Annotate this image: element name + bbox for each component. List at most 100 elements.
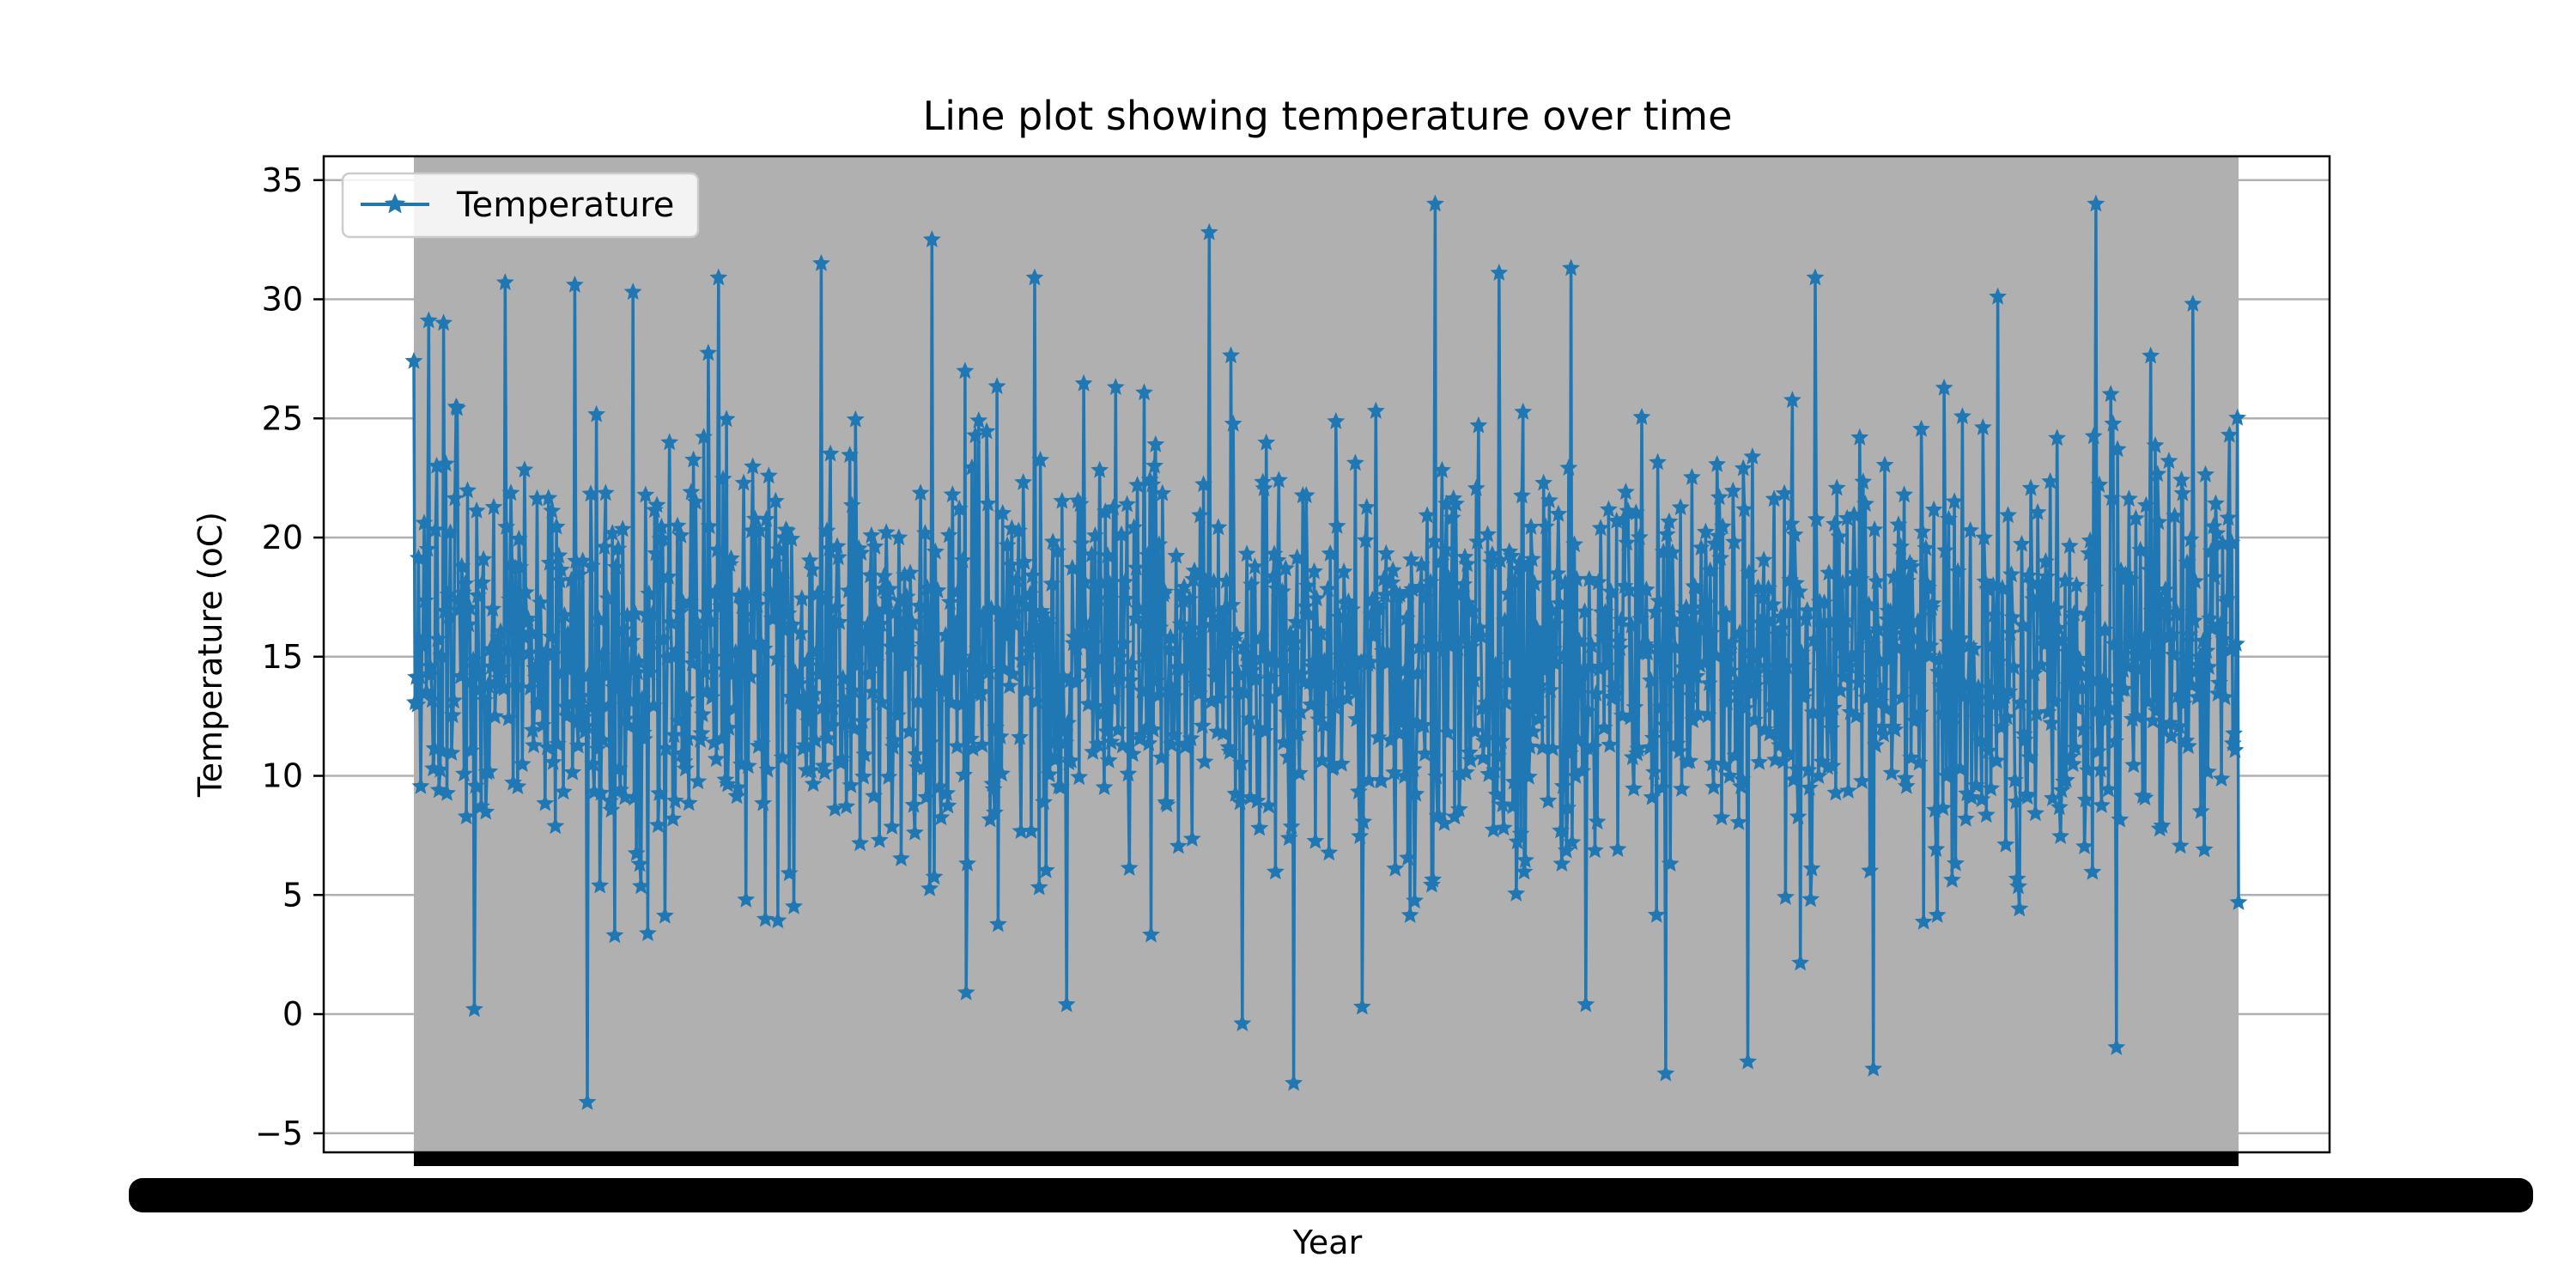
data-point [1725, 532, 1744, 550]
data-point [1088, 734, 1107, 752]
data-point [839, 581, 858, 598]
data-point [918, 579, 937, 596]
data-point [1753, 588, 1772, 606]
data-point [1924, 500, 1943, 518]
data-point [1081, 613, 1100, 631]
data-point [1844, 505, 1863, 523]
data-point [756, 909, 775, 927]
data-point [1470, 618, 1489, 636]
data-point [1687, 666, 1706, 684]
data-point [1404, 760, 1423, 777]
data-point [653, 529, 672, 547]
data-point [1522, 517, 1540, 535]
data-point [2218, 589, 2237, 607]
data-point [647, 495, 666, 513]
data-point [1514, 402, 1533, 420]
data-point [605, 926, 624, 944]
data-point [1246, 557, 1264, 574]
data-point [1843, 647, 1861, 665]
data-point [1581, 657, 1600, 675]
data-point [1656, 1064, 1675, 1082]
data-point [1021, 585, 1040, 602]
data-point [2135, 630, 2154, 648]
data-point [1071, 495, 1090, 513]
data-point [1577, 994, 1595, 1012]
data-point [1516, 851, 1534, 868]
data-point [1783, 391, 1801, 408]
data-point [1764, 595, 1783, 613]
data-point [1213, 724, 1232, 741]
data-point [1345, 678, 1364, 696]
data-point [1934, 799, 1953, 817]
data-point [1686, 578, 1704, 596]
data-point [1873, 717, 1892, 735]
data-point [1393, 700, 1412, 718]
data-point [1216, 598, 1235, 617]
data-point [1492, 732, 1510, 750]
data-point [1928, 905, 1947, 923]
data-point [1372, 771, 1391, 789]
data-point [702, 611, 720, 629]
data-point [1789, 807, 1807, 825]
data-point [1881, 602, 1900, 620]
data-point [901, 563, 920, 581]
data-point [1305, 562, 1323, 580]
data-point [853, 712, 872, 729]
data-point [1171, 615, 1190, 633]
data-point [1524, 722, 1543, 740]
data-point [886, 603, 905, 621]
data-point [1589, 573, 1607, 591]
data-point [1711, 549, 1730, 566]
legend[interactable]: Temperature [341, 172, 700, 239]
data-point [1872, 682, 1891, 699]
data-point [737, 890, 756, 908]
data-point [1479, 525, 1497, 543]
data-point [1611, 639, 1630, 656]
data-point [1366, 401, 1385, 419]
data-point [713, 729, 732, 747]
data-point [1456, 762, 1475, 781]
data-point [926, 542, 945, 560]
data-point [501, 483, 520, 501]
data-point [2205, 568, 2224, 586]
data-point [556, 605, 574, 623]
data-point [1862, 668, 1880, 686]
data-point [1540, 491, 1558, 508]
data-point [2097, 711, 2116, 728]
data-point [1299, 605, 1318, 623]
data-point [705, 733, 723, 750]
data-point [1296, 597, 1315, 615]
data-point [2179, 737, 2197, 755]
data-point [2052, 781, 2071, 799]
data-point [1346, 453, 1364, 471]
data-point [1494, 818, 1513, 836]
data-point [547, 517, 566, 535]
data-point [1927, 840, 1946, 857]
data-point [2038, 702, 2057, 720]
data-point [592, 783, 611, 801]
data-point [1583, 636, 1601, 653]
data-point [1987, 751, 2006, 769]
data-point [2229, 893, 2248, 910]
data-point [473, 573, 492, 591]
data-point [1418, 506, 1437, 524]
data-point [868, 603, 886, 621]
data-point [440, 606, 459, 624]
data-point [563, 762, 582, 781]
data-point [1266, 862, 1285, 880]
data-point [2004, 658, 2023, 676]
data-point [1319, 580, 1337, 598]
data-point [1793, 656, 1812, 674]
data-point [2003, 608, 2022, 626]
data-point [2090, 475, 2109, 493]
data-point [2149, 513, 2168, 531]
data-point [890, 592, 909, 609]
data-point [1637, 580, 1656, 598]
data-point [695, 428, 713, 445]
data-point [1740, 563, 1759, 581]
data-point [546, 817, 565, 835]
data-point [1427, 767, 1446, 785]
data-point [2059, 676, 2078, 694]
data-point [1259, 796, 1278, 814]
data-point [1157, 795, 1176, 813]
